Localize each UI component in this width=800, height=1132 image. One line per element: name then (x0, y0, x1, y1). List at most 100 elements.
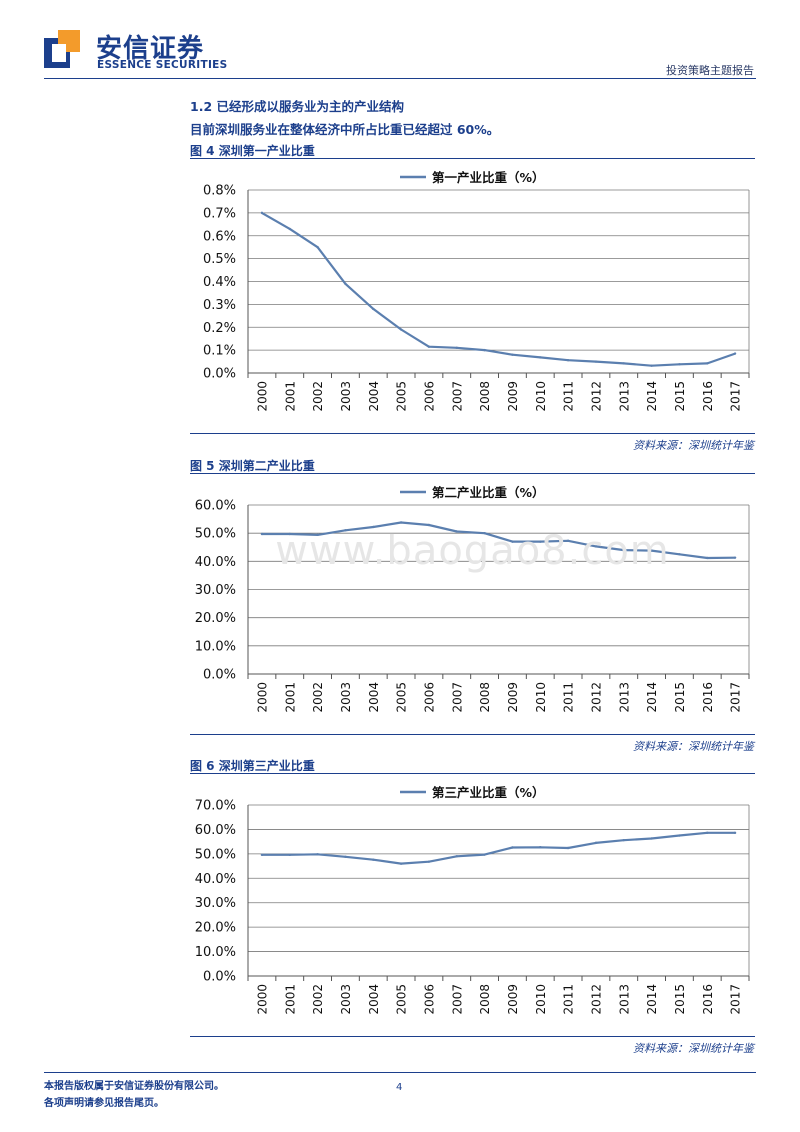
footer-divider (44, 1072, 756, 1073)
data-point (260, 532, 264, 536)
data-point (622, 838, 625, 842)
x-tick-label: 2016 (701, 984, 715, 1015)
chart-legend: 第三产业比重（%） (400, 785, 545, 800)
y-tick-label: 30.0% (195, 583, 236, 598)
data-point (427, 345, 431, 348)
data-point (483, 531, 486, 535)
page-number: 4 (396, 1082, 403, 1093)
data-point (678, 553, 681, 556)
data-point (455, 530, 458, 533)
y-tick-label: 0.0% (203, 970, 236, 985)
x-tick-label: 2009 (506, 682, 520, 713)
x-tick-label: 2003 (339, 682, 353, 713)
x-tick-label: 2000 (255, 984, 269, 1015)
x-tick-label: 2003 (339, 381, 353, 412)
brand-name-en: ESSENCE SECURITIES (97, 59, 228, 71)
x-tick-label: 2010 (534, 381, 548, 412)
x-tick-label: 2005 (395, 984, 409, 1015)
copyright-line: 本报告版权属于安信证券股份有限公司。 (44, 1081, 224, 1092)
report-type: 投资策略主题报告 (666, 64, 754, 77)
figure-top-rule (190, 158, 755, 159)
y-tick-label: 0.4% (203, 275, 236, 290)
data-point (316, 853, 319, 856)
data-point (706, 362, 709, 365)
data-point (372, 858, 375, 861)
disclaimer-line: 各项声明请参见报告尾页。 (44, 1098, 164, 1109)
x-tick-label: 2012 (589, 682, 603, 713)
data-point (344, 529, 347, 532)
y-tick-label: 0.7% (203, 206, 236, 221)
figure-top-rule (190, 473, 755, 474)
section-heading: 1.2 已经形成以服务业为主的产业结构 (190, 99, 404, 114)
legend-label: 第二产业比重（%） (432, 485, 545, 500)
x-tick-label: 2015 (673, 984, 687, 1015)
data-point (399, 862, 403, 865)
x-tick-label: 2010 (534, 682, 548, 713)
x-tick-label: 2017 (729, 984, 743, 1015)
data-point (288, 227, 291, 231)
data-point (566, 539, 570, 542)
x-tick-label: 2017 (729, 682, 743, 713)
chart-legend: 第二产业比重（%） (400, 485, 545, 500)
y-tick-label: 40.0% (195, 872, 236, 887)
data-point (594, 545, 598, 548)
y-tick-label: 0.5% (203, 252, 236, 267)
data-point (511, 846, 514, 849)
x-tick-label: 2000 (255, 381, 269, 412)
y-tick-label: 0.2% (203, 321, 236, 336)
figure-source: 资料来源：深圳统计年鉴 (633, 740, 754, 753)
x-tick-label: 2006 (422, 381, 436, 412)
x-tick-label: 2016 (701, 381, 715, 412)
data-point (427, 860, 431, 863)
legend-label: 第三产业比重（%） (432, 785, 545, 800)
line-chart: 第三产业比重（%） 0.0% 10.0% 20.0% 30.0% 40.0% 50.0% 60… (195, 785, 750, 1015)
data-point (399, 521, 403, 524)
series-line (261, 831, 736, 865)
x-tick-label: 2012 (589, 381, 603, 412)
data-point (733, 556, 737, 559)
watermark-text: www.baogao8.com (275, 528, 670, 574)
data-point (566, 846, 570, 850)
data-point (455, 346, 458, 350)
x-tick-label: 2017 (729, 381, 743, 412)
data-point (733, 831, 737, 835)
figure-bottom-rule (190, 1036, 755, 1037)
figure-source: 资料来源：深圳统计年鉴 (633, 439, 754, 452)
y-tick-label: 40.0% (195, 555, 236, 570)
data-point (678, 834, 681, 837)
data-point (316, 245, 319, 249)
y-tick-label: 60.0% (195, 499, 236, 514)
x-tick-label: 2007 (450, 984, 464, 1015)
data-point (539, 846, 542, 849)
x-tick-label: 2011 (562, 984, 576, 1015)
data-point (399, 328, 403, 331)
y-tick-label: 20.0% (195, 611, 236, 626)
figure-source: 资料来源：深圳统计年鉴 (633, 1042, 754, 1055)
header-divider (44, 78, 756, 79)
data-point (427, 523, 431, 527)
data-point (344, 855, 347, 858)
x-tick-label: 2007 (450, 381, 464, 412)
data-point (316, 533, 319, 537)
data-point (260, 853, 264, 857)
x-tick-label: 2009 (506, 984, 520, 1015)
data-point (288, 853, 291, 857)
data-point (706, 831, 709, 835)
figure-bottom-rule (190, 433, 755, 434)
figure-title: 图 6 深圳第三产业比重 (190, 759, 315, 773)
series-line (261, 211, 736, 367)
data-point (594, 360, 598, 363)
data-point (511, 353, 514, 356)
data-point (288, 532, 291, 536)
x-tick-label: 2013 (617, 984, 631, 1015)
data-point (372, 307, 375, 311)
data-point (566, 358, 570, 362)
x-tick-label: 2001 (283, 381, 297, 412)
data-point (539, 540, 542, 543)
data-point (455, 855, 458, 858)
x-tick-label: 2007 (450, 682, 464, 713)
data-point (622, 362, 625, 365)
chart-secondary-industry: 第二产业比重（%） 0.0% 10.0% 20.0% 30.0% 40.0% 50.0% 60… (190, 475, 755, 731)
x-tick-label: 2013 (617, 381, 631, 412)
data-point (650, 837, 653, 840)
